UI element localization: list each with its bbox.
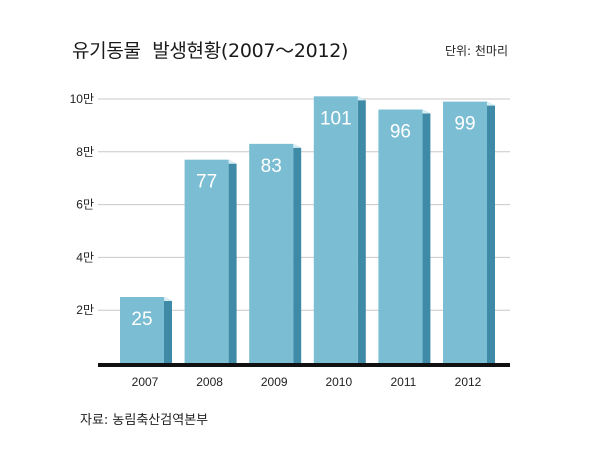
bar-2011: 96 — [378, 109, 431, 363]
bar-2009: 83 — [249, 143, 302, 363]
x-tick-label: 2011 — [390, 375, 416, 389]
x-tick-label: 2009 — [261, 375, 288, 389]
bar-side — [357, 96, 366, 364]
bar-front — [120, 297, 164, 363]
y-axis-ticks: 2만 4만 6만 8만 10만 — [70, 92, 94, 317]
y-tick-label: 6만 — [76, 198, 94, 212]
bar-side — [293, 143, 302, 363]
bars: 25 77 83 101 96 99 — [120, 96, 495, 364]
bar-front — [249, 143, 294, 363]
bar-side — [422, 109, 431, 363]
chart-title: 유기동물 발생현황(2007～2012) — [72, 40, 349, 62]
bar-value-label: 99 — [454, 114, 475, 135]
y-tick-label: 2만 — [76, 303, 94, 317]
bar-front — [378, 109, 423, 363]
bar-2007: 25 — [120, 297, 172, 363]
x-tick-label: 2008 — [196, 375, 223, 389]
bar-value-label: 83 — [261, 156, 282, 177]
bar-front — [313, 96, 358, 364]
x-tick-label: 2012 — [455, 375, 482, 389]
bar-value-label: 25 — [131, 309, 152, 330]
x-tick-label: 2007 — [132, 375, 159, 389]
source-note: 자료: 농림축산검역본부 — [80, 413, 209, 428]
bar-value-label: 101 — [320, 108, 352, 129]
y-tick-label: 4만 — [76, 250, 94, 264]
y-tick-label: 10만 — [70, 92, 94, 106]
x-axis-ticks: 2007 2008 2009 2010 2011 2012 — [98, 363, 510, 389]
x-tick-label: 2010 — [325, 375, 352, 389]
bar-value-label: 96 — [390, 122, 411, 143]
bar-2010: 101 — [313, 96, 366, 364]
unit-label: 단위: 천마리 — [444, 44, 508, 58]
bar-front — [443, 101, 487, 363]
y-tick-label: 8만 — [76, 145, 94, 159]
bar-front — [184, 159, 229, 363]
bar-value-label: 77 — [196, 172, 217, 193]
bar-side — [228, 159, 237, 363]
x-axis-baseline — [98, 363, 510, 367]
bar-side — [164, 297, 172, 363]
bar-2008: 77 — [184, 159, 237, 363]
bar-side — [487, 101, 495, 363]
bar-2012: 99 — [443, 101, 495, 363]
